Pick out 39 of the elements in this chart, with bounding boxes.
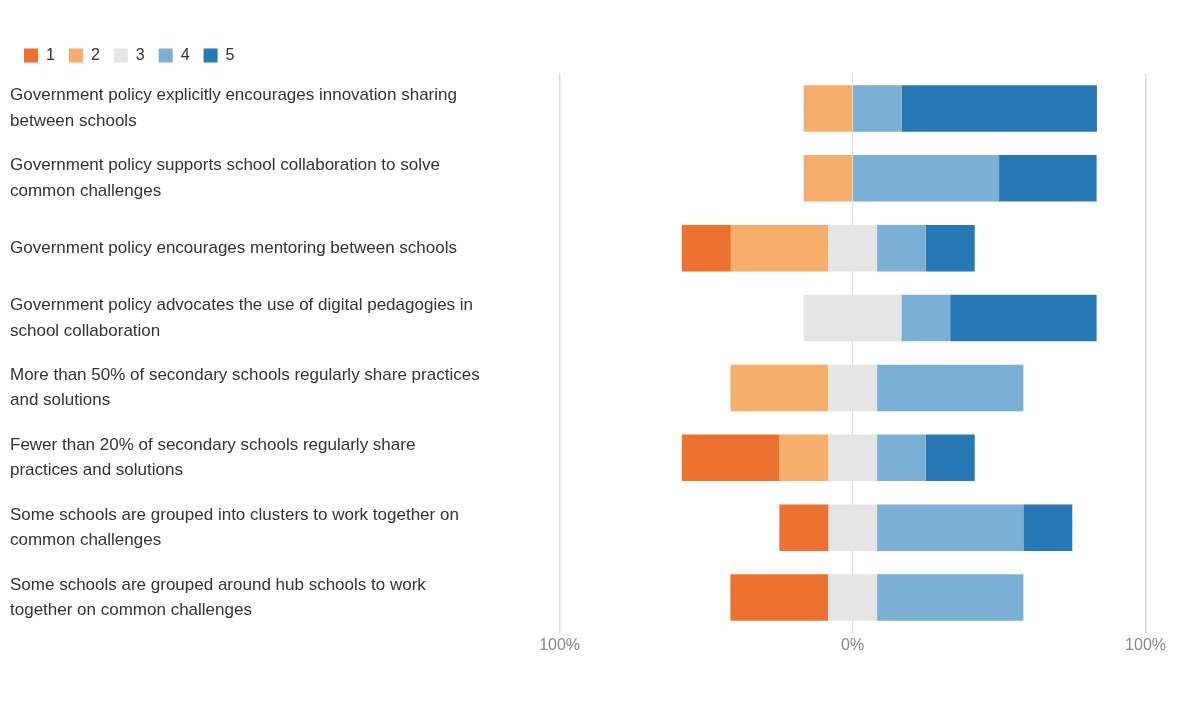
y-tick-label: More than 50% of secondary schools regularly share practices and solutions [10,364,480,410]
y-tick-label: Government policy encourages mentoring between schools [10,237,457,257]
y-tick-label: Fewer than 20% of secondary schools regularly share practices and solutions [10,434,416,480]
bar [950,294,1097,342]
bar [779,504,829,551]
bar [925,224,975,272]
bar [730,224,828,272]
legend-label: 5 [225,45,235,63]
y-tick-label: Some schools are grouped around hub schools to work together on common challenges [10,574,427,619]
legend-label: 4 [180,45,190,63]
bar [681,434,780,482]
bar [803,155,853,202]
x-tick-label: 100% [1125,635,1166,653]
bar [730,364,828,412]
bar [853,155,1000,202]
bar [901,85,1097,132]
bar [779,434,829,482]
bar [853,85,902,132]
legend-label: 2 [90,45,100,63]
bar [876,434,926,482]
bar [876,364,1024,412]
legend-label: 3 [135,45,145,63]
bar [999,155,1097,202]
y-tick-label: Some schools are grouped into clusters to work together on common challenges [10,504,459,550]
bar [730,574,828,621]
legend-label: 1 [46,45,55,63]
bar [876,504,1024,551]
bar [901,294,951,342]
bar [1023,504,1073,551]
y-tick-label: Government policy supports school collaboration to solve common challenges [10,155,440,200]
x-tick-label: 0% [841,635,865,653]
bar [803,85,853,132]
bar [681,224,731,272]
bar [876,224,926,272]
y-tick-label: Government policy advocates the use of digital pedagogies in school collaboration [10,295,474,340]
x-tick-label: 100% [539,635,581,653]
bar [876,574,1024,621]
y-tick-label: Government policy explicitly encourages innovation sharing between schools [10,85,457,130]
bar [925,434,975,482]
